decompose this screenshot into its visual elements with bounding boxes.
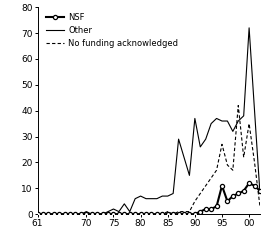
Legend: NSF, Other, No funding acknowledged: NSF, Other, No funding acknowledged — [44, 11, 180, 50]
